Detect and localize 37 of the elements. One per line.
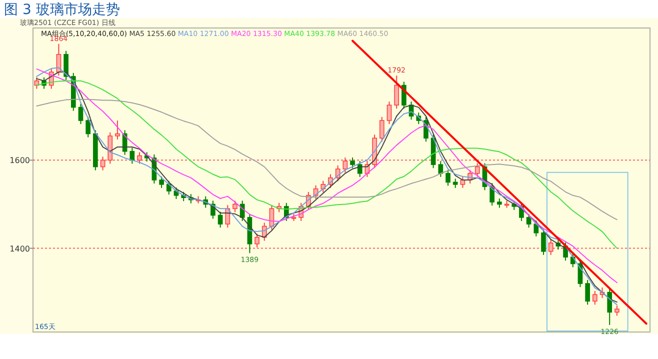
candlestick	[130, 147, 135, 164]
candlestick	[218, 211, 223, 228]
line-series	[352, 40, 648, 325]
candlestick	[497, 198, 502, 208]
candlestick	[614, 305, 620, 316]
candlestick	[526, 213, 532, 228]
candlestick	[232, 200, 238, 213]
candlestick	[159, 176, 164, 188]
y-tick-label: 1400	[10, 244, 30, 254]
candlestick	[394, 75, 400, 110]
candlestick	[379, 116, 384, 142]
candlestick	[386, 101, 392, 125]
candlestick	[541, 228, 546, 256]
candlestick	[357, 160, 362, 178]
candlestick	[607, 288, 612, 326]
candlestick	[350, 157, 355, 169]
candlestick	[452, 178, 458, 188]
candlestick	[585, 280, 590, 306]
candlestick	[115, 120, 120, 140]
candlestick	[548, 238, 554, 256]
candlestick	[342, 157, 348, 174]
candlestick	[592, 290, 598, 306]
chart-title: 图 3 玻璃市场走势	[4, 2, 120, 18]
candlestick	[570, 253, 576, 268]
candlestick	[78, 103, 84, 125]
line-series	[36, 98, 618, 220]
candlestick	[86, 116, 91, 138]
candlestick	[166, 180, 172, 196]
candlestick	[254, 233, 260, 248]
candlestick	[474, 162, 480, 178]
candlestick	[137, 152, 142, 164]
candlestick	[64, 50, 68, 80]
y-tick-label: 1600	[10, 156, 30, 166]
candlestick	[438, 160, 444, 178]
candlestick	[490, 182, 494, 206]
candlestick	[446, 169, 450, 186]
candlestick	[225, 204, 230, 228]
